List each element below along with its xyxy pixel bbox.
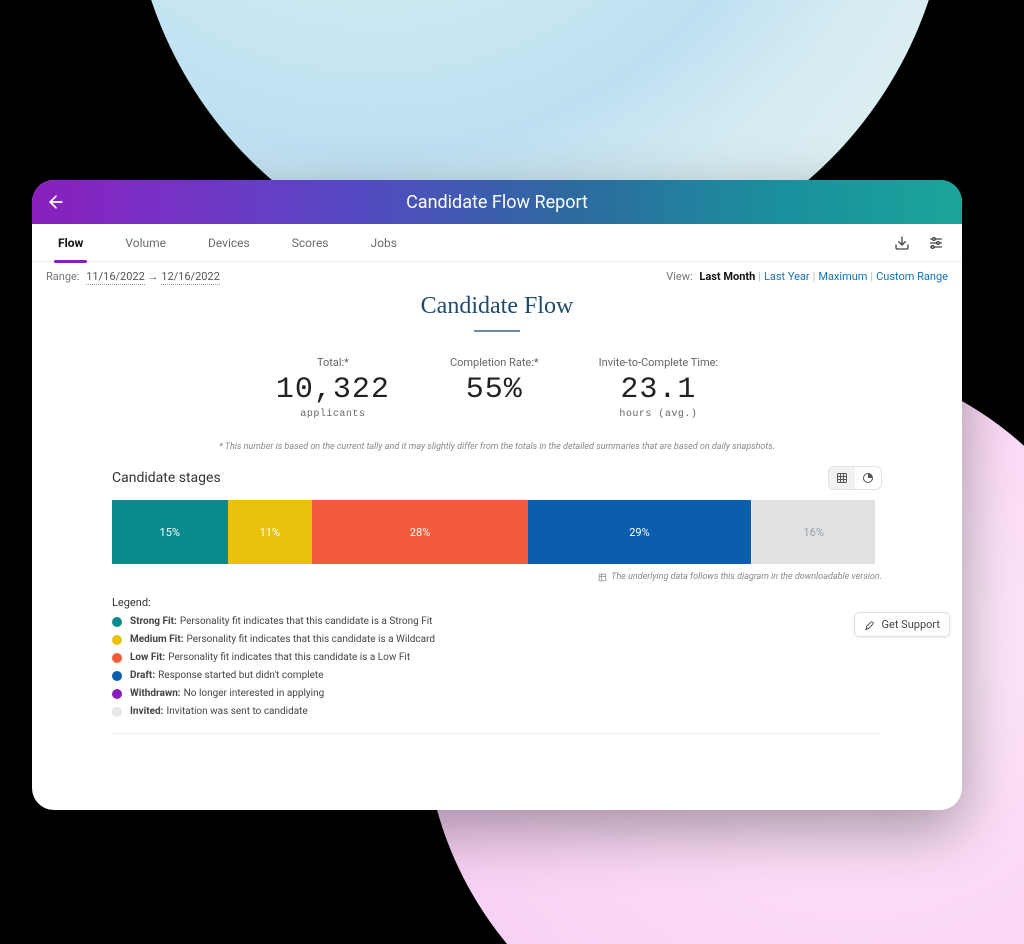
view-options: View: Last Month|Last Year|Maximum|Custo… bbox=[666, 270, 948, 283]
stages-heading: Candidate stages bbox=[112, 470, 221, 486]
stat-invite-time: Invite-to-Complete Time: 23.1 hours (avg… bbox=[599, 356, 718, 420]
report-card: Candidate Flow Report Flow Volume Devices S… bbox=[32, 180, 962, 810]
tab-flow[interactable]: Flow bbox=[46, 224, 95, 262]
chart-view-icon[interactable] bbox=[855, 467, 881, 489]
range-row: Range: 11/16/2022 → 12/16/2022 View: Las… bbox=[32, 262, 962, 283]
stats-row: Total:* 10,322 applicants Completion Rat… bbox=[112, 356, 882, 420]
legend-title: Legend: bbox=[112, 596, 882, 609]
view-option-maximum[interactable]: Maximum bbox=[818, 270, 867, 283]
view-option-custom-range[interactable]: Custom Range bbox=[876, 270, 948, 283]
bottom-divider bbox=[112, 733, 882, 734]
legend-list: Strong Fit: Personality fit indicates th… bbox=[112, 615, 882, 719]
bar-footnote: The underlying data follows this diagram… bbox=[112, 572, 882, 582]
stats-footnote: * This number is based on the current ta… bbox=[112, 442, 882, 452]
get-support-button[interactable]: Get Support bbox=[854, 612, 950, 637]
title-underline bbox=[474, 330, 520, 332]
tabs-row: Flow Volume Devices Scores Jobs bbox=[32, 224, 962, 262]
download-icon[interactable] bbox=[890, 231, 914, 255]
legend-swatch bbox=[112, 707, 122, 717]
legend-item: Low Fit: Personality fit indicates that … bbox=[112, 651, 882, 665]
table-view-icon[interactable] bbox=[829, 467, 855, 489]
stages-view-toggle bbox=[828, 466, 882, 490]
legend-swatch bbox=[112, 653, 122, 663]
legend-item: Invited: Invitation was sent to candidat… bbox=[112, 705, 882, 719]
back-arrow-icon[interactable] bbox=[46, 192, 66, 212]
legend-swatch bbox=[112, 689, 122, 699]
stage-segment[interactable]: 11% bbox=[228, 500, 313, 564]
stat-completion-rate: Completion Rate:* 55% bbox=[450, 356, 539, 420]
stage-segment[interactable]: 28% bbox=[312, 500, 528, 564]
legend-item: Medium Fit: Personality fit indicates th… bbox=[112, 633, 882, 647]
stage-segment[interactable]: 29% bbox=[528, 500, 751, 564]
section-title: Candidate Flow bbox=[112, 293, 882, 320]
candidate-stages-bar: 15%11%28%29%16% bbox=[112, 500, 882, 564]
range-display[interactable]: Range: 11/16/2022 → 12/16/2022 bbox=[46, 270, 220, 283]
legend-item: Withdrawn: No longer interested in apply… bbox=[112, 687, 882, 701]
tab-devices[interactable]: Devices bbox=[196, 224, 262, 262]
legend-swatch bbox=[112, 671, 122, 681]
tab-volume[interactable]: Volume bbox=[113, 224, 178, 262]
filter-settings-icon[interactable] bbox=[924, 231, 948, 255]
stage-segment[interactable]: 16% bbox=[752, 500, 875, 564]
view-option-last-month[interactable]: Last Month bbox=[699, 270, 755, 283]
tab-jobs[interactable]: Jobs bbox=[359, 224, 409, 262]
page-title: Candidate Flow Report bbox=[406, 192, 588, 213]
legend-swatch bbox=[112, 635, 122, 645]
header-bar: Candidate Flow Report bbox=[32, 180, 962, 224]
stat-total: Total:* 10,322 applicants bbox=[276, 356, 390, 420]
legend-item: Strong Fit: Personality fit indicates th… bbox=[112, 615, 882, 629]
tab-scores[interactable]: Scores bbox=[280, 224, 341, 262]
view-option-last-year[interactable]: Last Year bbox=[764, 270, 810, 283]
legend-item: Draft: Response started but didn't compl… bbox=[112, 669, 882, 683]
stage-segment[interactable]: 15% bbox=[112, 500, 228, 564]
legend-swatch bbox=[112, 617, 122, 627]
